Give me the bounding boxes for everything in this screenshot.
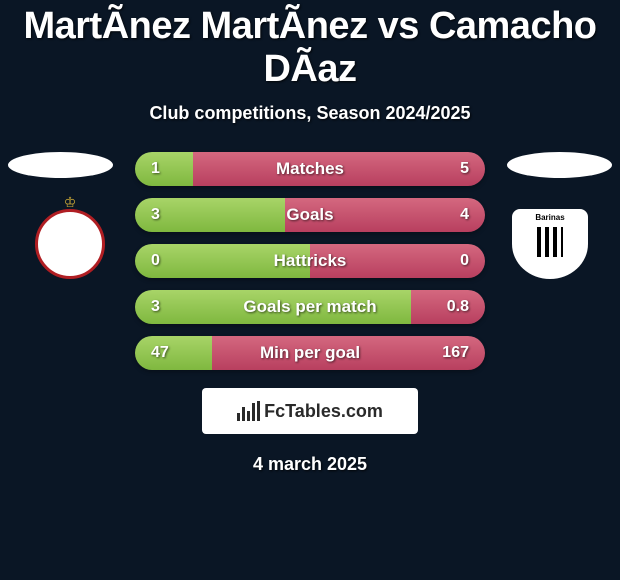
stat-label: Goals: [286, 205, 333, 225]
subtitle: Club competitions, Season 2024/2025: [0, 103, 620, 124]
team-right-label-top: Barinas: [512, 213, 588, 222]
comparison-card: MartÃ­nez MartÃ­nez vs Camacho DÃ­az Clu…: [0, 0, 620, 475]
stat-label: Min per goal: [260, 343, 360, 363]
stat-bar-left: [135, 336, 212, 370]
team-right-logo: Barinas: [500, 202, 600, 287]
stat-row: 3 4 Goals: [135, 198, 485, 232]
stat-row: 0 0 Hattricks: [135, 244, 485, 278]
stat-value-left: 0: [151, 252, 160, 270]
branding-text: FcTables.com: [264, 401, 383, 422]
stat-value-right: 5: [460, 160, 469, 178]
content-area: ♔ Barinas 1 5 Matches 3 4 Goals 0 0 Hattricks 3 0.…: [0, 152, 620, 475]
stat-value-right: 4: [460, 206, 469, 224]
stat-row: 47 167 Min per goal: [135, 336, 485, 370]
stat-label: Goals per match: [243, 297, 376, 317]
stat-row: 3 0.8 Goals per match: [135, 290, 485, 324]
crown-icon: ♔: [55, 194, 85, 209]
team-right-badge: Barinas: [512, 209, 588, 279]
team-left-logo: ♔: [20, 202, 120, 287]
stat-value-right: 0: [460, 252, 469, 270]
page-title: MartÃ­nez MartÃ­nez vs Camacho DÃ­az: [0, 5, 620, 91]
stat-label: Hattricks: [274, 251, 347, 271]
stat-value-left: 47: [151, 344, 169, 362]
stat-label: Matches: [276, 159, 344, 179]
team-right-stripes: [537, 227, 563, 257]
branding-box[interactable]: FcTables.com: [202, 388, 418, 434]
stat-value-right: 167: [442, 344, 469, 362]
date-label: 4 march 2025: [0, 454, 620, 475]
stat-row: 1 5 Matches: [135, 152, 485, 186]
left-ellipse-decoration: [8, 152, 113, 178]
stat-value-left: 1: [151, 160, 160, 178]
stat-bar-left: [135, 152, 193, 186]
right-ellipse-decoration: [507, 152, 612, 178]
stat-value-right: 0.8: [447, 298, 469, 316]
chart-icon: [237, 401, 260, 421]
stats-table: 1 5 Matches 3 4 Goals 0 0 Hattricks 3 0.8 Goals per…: [135, 152, 485, 370]
team-left-badge: [35, 209, 105, 279]
stat-value-left: 3: [151, 206, 160, 224]
stat-value-left: 3: [151, 298, 160, 316]
